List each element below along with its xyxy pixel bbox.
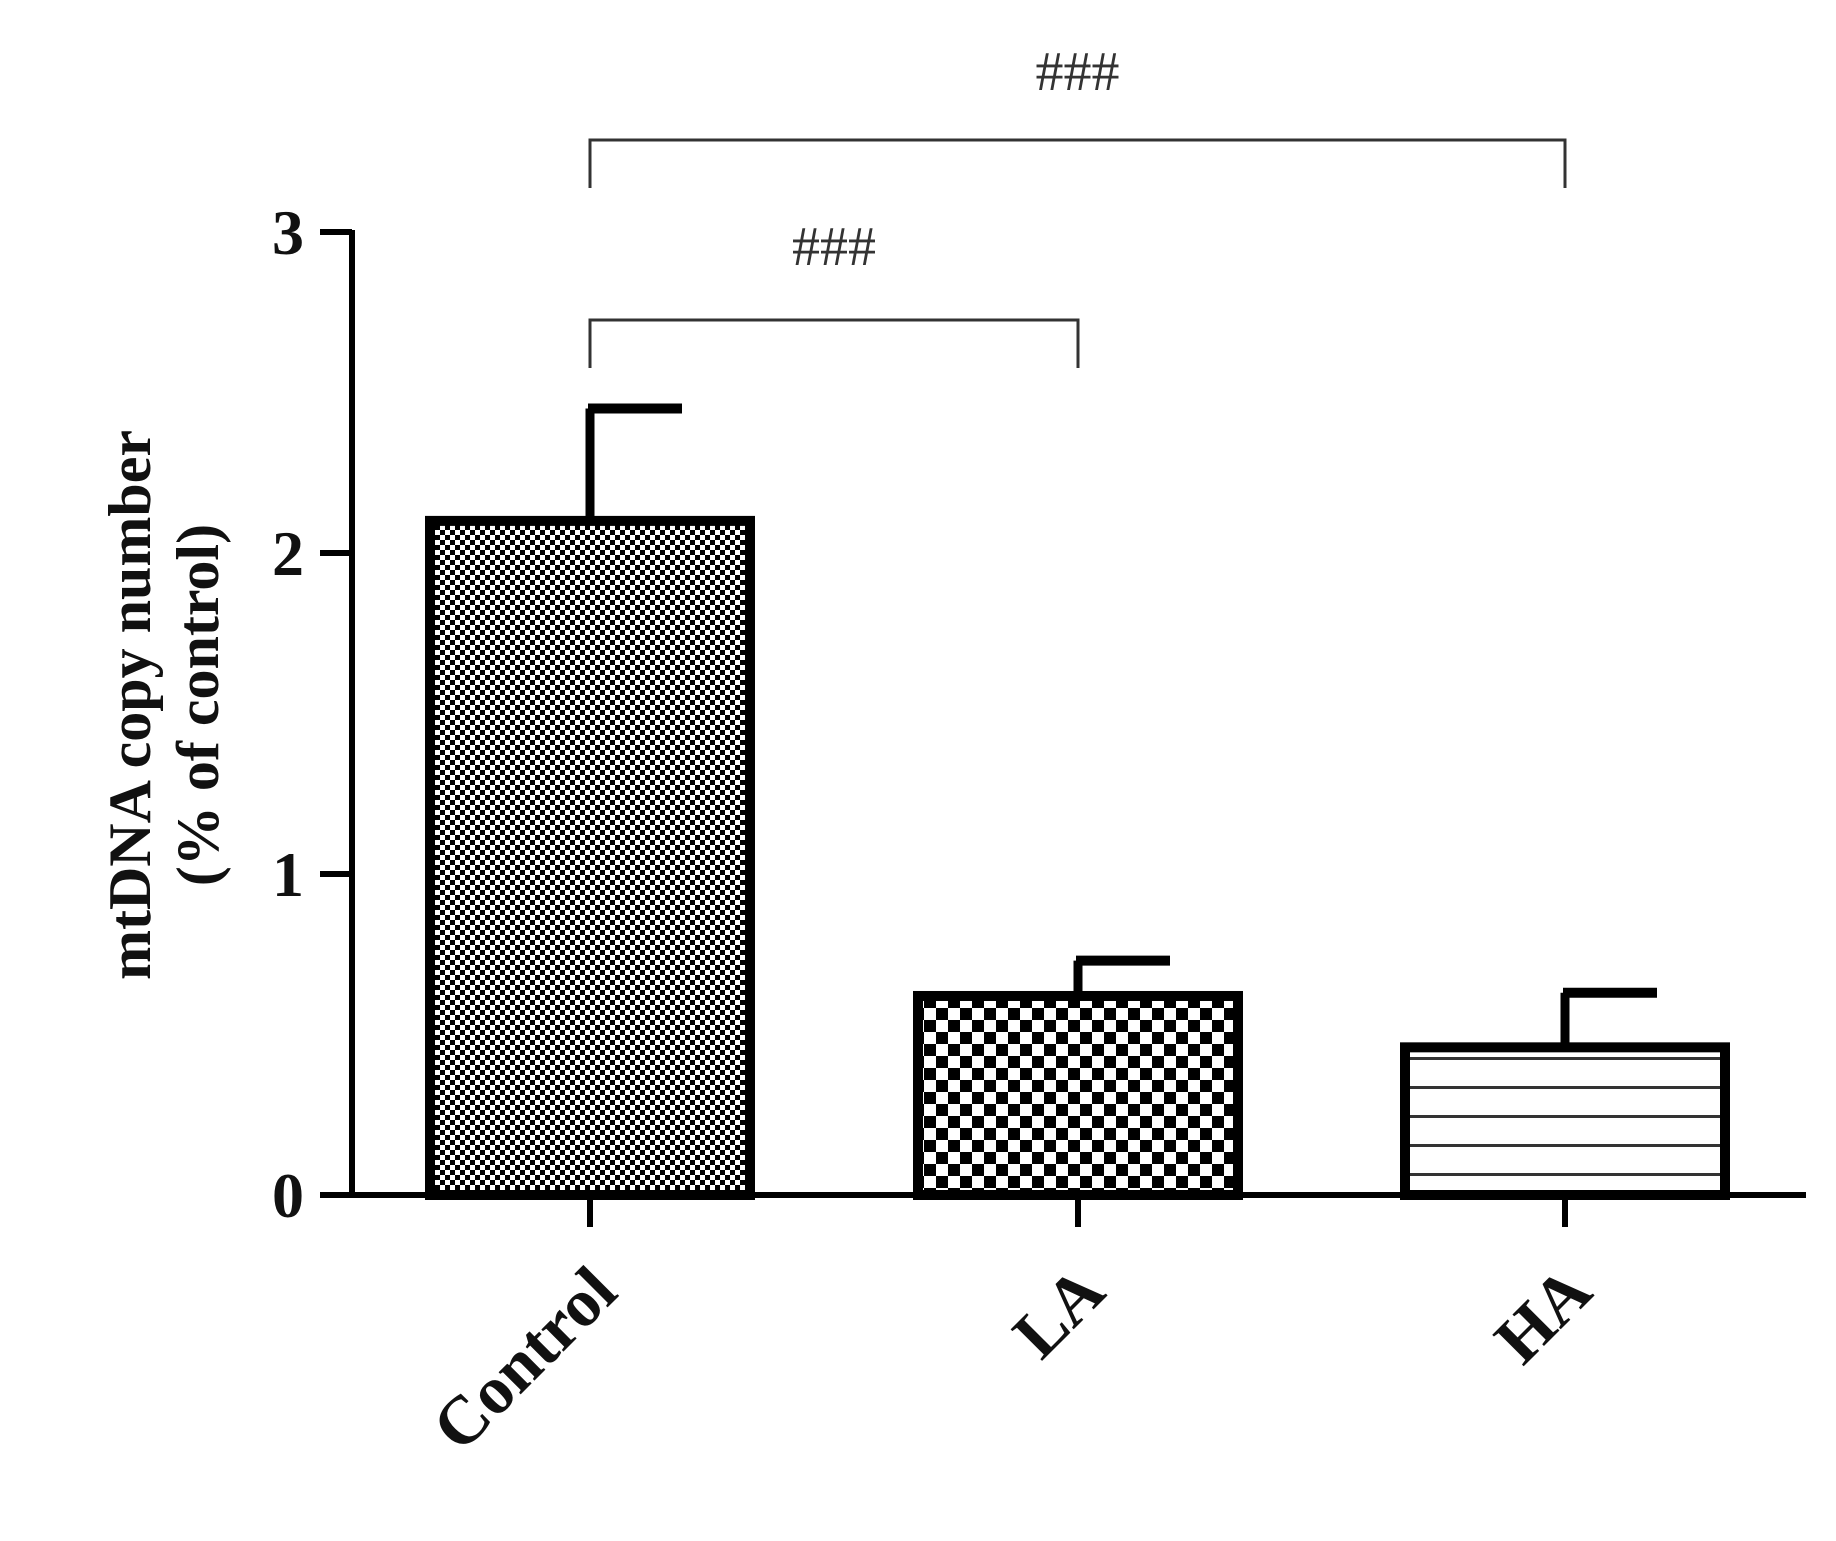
x-tick-label-control: Control	[417, 1252, 630, 1465]
comparison-bracket	[588, 138, 1567, 188]
bar-control	[425, 515, 755, 1200]
significance-label: ###	[1036, 41, 1120, 103]
bar-la	[913, 990, 1243, 1200]
significance-brackets: ### ###	[588, 41, 1567, 368]
y-tick-label: 3	[272, 197, 304, 268]
y-tick-label: 2	[272, 518, 304, 589]
y-tick-label: 0	[272, 1160, 304, 1231]
y-axis-title-line2: (% of control)	[165, 524, 231, 886]
comparison-bracket	[588, 318, 1080, 368]
y-tick-label: 1	[272, 839, 304, 910]
significance-label: ###	[792, 216, 876, 278]
y-axis-title: mtDNA copy number (% of control)	[97, 430, 231, 980]
bars	[425, 515, 1730, 1200]
bar-ha	[1400, 1042, 1730, 1200]
error-bars	[585, 403, 1657, 1044]
x-tick-label-la: LA	[998, 1252, 1119, 1373]
x-tick-label-ha: HA	[1480, 1252, 1606, 1378]
y-axis-title-line1: mtDNA copy number	[97, 430, 163, 980]
